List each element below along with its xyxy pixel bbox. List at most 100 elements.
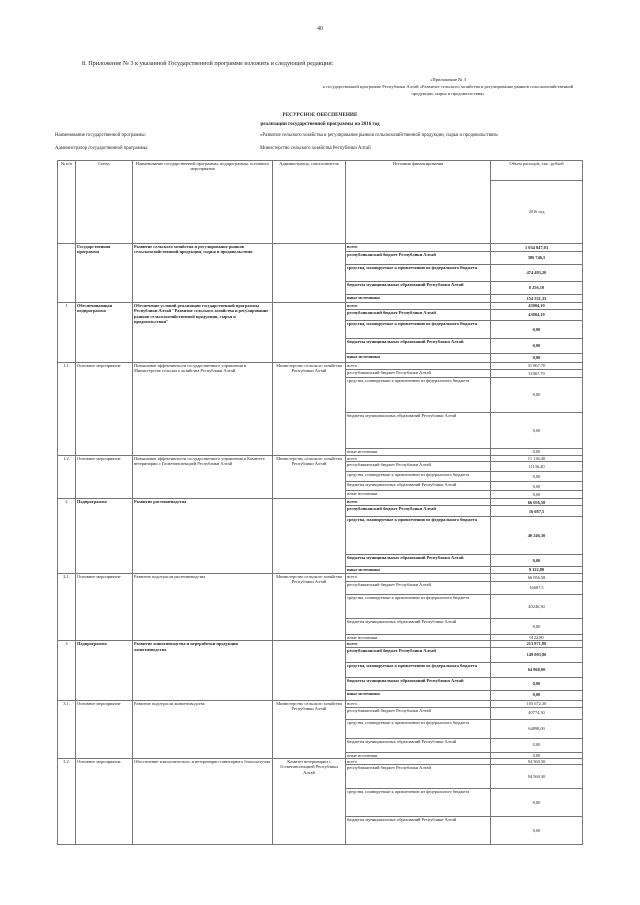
funding-amount: 64 868,00 (490, 661, 583, 678)
row-name: Развитие сельского хозяйства и регулиров… (132, 243, 273, 303)
row-number: 3.1. (57, 699, 76, 760)
table-row: 3.2. Основное мероприятие Обеспечение эпиз… (57, 757, 583, 846)
funding-amount: 0,00 (490, 737, 583, 753)
funding-source: всего (345, 498, 491, 507)
table-row: 2.1. Основное мероприятие Развитие подотра… (57, 572, 583, 642)
funding-amount: 11136,40 (490, 461, 583, 473)
funding-amount: 94 560,30 (490, 764, 583, 790)
document-subtitle: реализации государственной программы на … (260, 122, 380, 127)
row-admin (272, 243, 346, 303)
funding-amount: 40246,30 (490, 593, 583, 619)
funding-source: бюджеты муниципальных образований Респуб… (345, 481, 491, 492)
funding-amount: 0,00 (490, 448, 583, 456)
header-year: 2016 год (490, 180, 583, 244)
row-name: Развитие подотрасли животноводства (132, 699, 273, 760)
table-row: республиканский бюджет Республики Алтай 9… (58, 764, 583, 790)
row-status: Основное мероприятие (75, 572, 133, 642)
funding-source: всего (345, 302, 491, 310)
funding-amount: 9122,80 (490, 633, 583, 642)
table-row: средства, планируемые к привлечению из ф… (58, 320, 583, 339)
funding-amount: 66 056,58 (490, 498, 583, 507)
row-number (57, 243, 76, 303)
row-number: 3.2. (57, 758, 76, 846)
funding-source: средства, планируемые к привлечению из ф… (345, 264, 491, 282)
funding-amount: 40774,30 (490, 706, 583, 720)
table-row: бюджеты муниципальных образований Респуб… (58, 412, 583, 449)
funding-source: бюджеты муниципальных образований Респуб… (345, 617, 491, 635)
funding-source: бюджеты муниципальных образований Респуб… (345, 816, 491, 846)
funding-amount: 0,00 (490, 617, 583, 635)
funding-amount: 0,00 (490, 471, 583, 483)
row-admin: Министерство сельского хозяйства Республ… (272, 572, 346, 642)
funding-source: средства, планируемые к привлечению из ф… (345, 788, 491, 818)
funding-amount: 16 687,5 (490, 505, 583, 518)
row-admin: Комитет ветеринарии с Госветинспекцией Р… (272, 758, 346, 846)
funding-source: иные источники (345, 689, 491, 701)
admin-label: Администратор государственной программы: (55, 146, 149, 151)
funding-source: республиканский бюджет Республики Алтай (345, 251, 491, 265)
appendix-note: «Приложение № 3 к государственной програ… (318, 76, 578, 97)
table-row: бюджеты муниципальных образований Респуб… (58, 816, 583, 846)
funding-amount: 154 551,35 (490, 294, 583, 303)
header-admin: Администратор, соисполнитель (272, 160, 346, 244)
row-name: Обеспечение эпизоотического и ветеринарн… (132, 758, 273, 846)
funding-source: средства, планируемые к привлечению из ф… (345, 377, 491, 413)
row-admin (272, 640, 346, 701)
row-name: Повышение эффективности государственного… (132, 362, 273, 456)
table-row: средства, планируемые к привлечению из ф… (58, 264, 583, 282)
funding-amount: 0,00 (490, 816, 583, 846)
header-num: № п/п (57, 160, 76, 244)
funding-amount: 94 560,30 (490, 757, 583, 766)
row-status: Государственная программа (75, 243, 133, 303)
funding-source: всего (345, 699, 491, 708)
funding-source: республиканский бюджет Республики Алтай (345, 646, 491, 663)
row-name: Повышение эффективности государственного… (132, 454, 273, 500)
funding-source: средства, планируемые к привлечению из ф… (345, 320, 491, 339)
row-number: 2 (57, 498, 76, 574)
row-name: Развитие растениеводства (132, 498, 273, 574)
table-row: 3.1. Основное мероприятие Развитие подотра… (57, 699, 583, 760)
funding-amount: 40 246,30 (490, 516, 583, 556)
table-row: средства, планируемые к привлечению из ф… (58, 718, 583, 739)
funding-amount: 474 493,20 (490, 264, 583, 282)
funding-source: республиканский бюджет Республики Алтай (345, 461, 491, 473)
row-number: 3 (57, 640, 76, 701)
row-status: Обеспечивающая подпрограмма (75, 302, 133, 363)
funding-amount: 386 746,5 (490, 251, 583, 265)
row-admin: Министерство сельского хозяйства Республ… (272, 362, 346, 456)
page-number: 40 (317, 26, 323, 32)
funding-amount: 0,00 (490, 554, 583, 568)
funding-amount: 64898,00 (490, 718, 583, 739)
funding-source: всего (345, 362, 491, 370)
row-status: Основное мероприятие (75, 699, 133, 760)
appendix-line-2: к государственной программе Республики А… (322, 84, 574, 96)
funding-source: средства, планируемые к привлечению из ф… (345, 718, 491, 739)
table-row: средства, планируемые к привлечению из ф… (58, 377, 583, 413)
funding-amount: 16687,5 (490, 580, 583, 595)
funding-amount: 0,00 (490, 412, 583, 449)
funding-amount: 0,00 (490, 338, 583, 354)
program-label: Наименование государственной программы: (55, 133, 146, 138)
row-number: 2.1. (57, 572, 76, 642)
intro-text: 8. Приложение № 3 к указанной Государств… (82, 60, 334, 67)
funding-source: бюджеты муниципальных образований Респуб… (345, 412, 491, 449)
document-title: РЕСУРСНОЕ ОБЕСПЕЧЕНИЕ (282, 112, 358, 118)
table-row: средства, планируемые к привлечению из ф… (58, 788, 583, 818)
funding-amount: 0,00 (490, 676, 583, 691)
funding-source: бюджеты муниципальных образований Респуб… (345, 676, 491, 691)
funding-source: республиканский бюджет Республики Алтай (345, 706, 491, 720)
funding-source: бюджеты муниципальных образований Респуб… (345, 281, 491, 295)
table-row: бюджеты муниципальных образований Респуб… (58, 617, 583, 635)
table-row: иные источники 9 122,80 (58, 566, 583, 574)
funding-amount: 0,00 (490, 377, 583, 413)
funding-source: всего (345, 243, 491, 252)
funding-source: средства, планируемые к привлечению из ф… (345, 593, 491, 619)
funding-amount: 105 672,30 (490, 699, 583, 708)
funding-source: республиканский бюджет Республики Алтай (345, 309, 491, 321)
row-number: 1 (57, 302, 76, 363)
funding-source: республиканский бюджет Республики Алтай (345, 369, 491, 378)
funding-source: средства, планируемые к привлечению из ф… (345, 661, 491, 678)
funding-amount: 213 871,80 (490, 640, 583, 648)
funding-source: иные источники (345, 353, 491, 363)
funding-amount: 149 003,80 (490, 646, 583, 663)
